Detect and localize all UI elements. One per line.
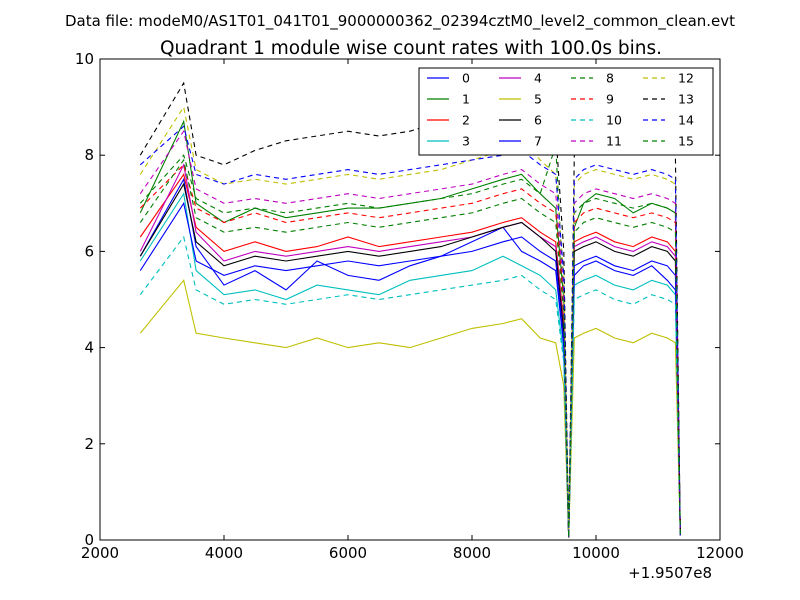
legend-label-10: 10 [606, 113, 622, 128]
y-tick-label: 2 [84, 435, 94, 453]
y-tick-label: 4 [84, 339, 94, 357]
legend-label-1: 1 [462, 92, 470, 107]
series-line-10 [139, 235, 681, 538]
series-line-6 [139, 182, 681, 538]
data-file-label: Data file: modeM0/AS1T01_041T01_90000003… [65, 12, 735, 31]
x-tick-label: 2000 [81, 544, 119, 562]
y-tick-label: 10 [75, 50, 94, 68]
chart-title: Quadrant 1 module wise count rates with … [160, 38, 662, 59]
legend-label-12: 12 [678, 71, 694, 86]
x-tick-label: 6000 [329, 544, 367, 562]
y-tick-label: 8 [84, 146, 94, 164]
legend-label-5: 5 [534, 92, 542, 107]
series-line-3 [139, 192, 681, 538]
legend-label-8: 8 [606, 71, 614, 86]
legend-label-13: 13 [678, 92, 694, 107]
series-line-0 [139, 177, 681, 538]
series-line-14 [139, 125, 681, 538]
x-tick-label: 8000 [453, 544, 491, 562]
x-offset-label: +1.9507e8 [628, 564, 712, 582]
series-line-8 [139, 145, 681, 538]
legend-label-7: 7 [534, 134, 542, 149]
x-tick-label: 10000 [572, 544, 620, 562]
legend-label-14: 14 [678, 113, 694, 128]
series-line-9 [139, 163, 681, 538]
plot-area [99, 58, 721, 541]
legend-label-6: 6 [534, 113, 542, 128]
legend-label-4: 4 [534, 71, 542, 86]
y-tick-label: 6 [84, 242, 94, 260]
series-line-5 [139, 279, 681, 538]
legend-label-11: 11 [606, 134, 622, 149]
series-line-11 [139, 129, 681, 538]
y-tick-label: 0 [84, 531, 94, 549]
legend-label-9: 9 [606, 92, 614, 107]
series-line-2 [139, 173, 681, 538]
legend-label-3: 3 [462, 134, 470, 149]
legend-label-15: 15 [678, 134, 694, 149]
x-tick-label: 12000 [696, 544, 744, 562]
series-line-12 [139, 105, 681, 538]
series-line-7 [139, 201, 681, 538]
x-tick-label: 4000 [205, 544, 243, 562]
legend-label-2: 2 [462, 113, 470, 128]
series-line-15 [139, 158, 681, 538]
series-line-1 [139, 119, 681, 538]
legend-label-0: 0 [462, 71, 470, 86]
